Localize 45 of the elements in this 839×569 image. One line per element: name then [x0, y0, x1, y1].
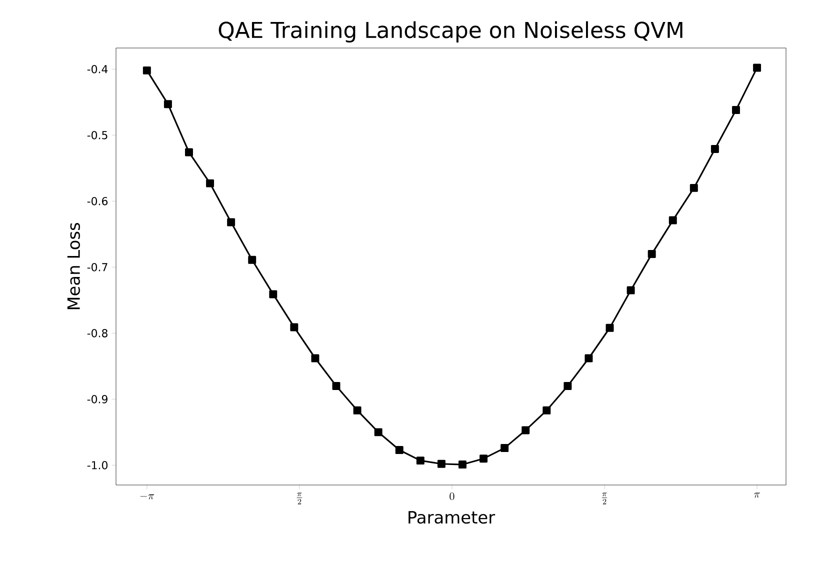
x-tick-label: $0$ — [450, 492, 454, 500]
point — [206, 179, 214, 188]
point — [480, 454, 488, 463]
point — [542, 406, 551, 414]
point — [311, 354, 320, 362]
point — [500, 444, 509, 452]
point — [584, 354, 593, 362]
point — [648, 250, 656, 258]
y-axis-title: Mean Loss — [67, 222, 80, 310]
point — [227, 218, 236, 226]
point — [437, 460, 446, 468]
point — [606, 324, 614, 332]
y-tick-label: -1.0 — [87, 461, 108, 470]
point — [332, 382, 340, 390]
point — [395, 446, 404, 454]
x-tick-label: $\pi$ — [754, 492, 760, 498]
x-tick-label: $\frac{\pi}{2}$ — [602, 492, 608, 504]
y-tick-label: -0.5 — [87, 130, 108, 140]
point — [248, 256, 256, 264]
point — [374, 428, 382, 436]
point — [269, 290, 278, 298]
x-tick-label: $\frac{\pi}{2}$ — [296, 492, 302, 504]
y-tick-label: -0.6 — [87, 197, 108, 206]
point — [164, 100, 172, 108]
point — [690, 184, 698, 192]
point — [458, 460, 466, 469]
point — [668, 216, 677, 224]
y-tick-label: -0.7 — [87, 263, 108, 272]
point — [290, 323, 298, 332]
y-tick-label: -0.9 — [87, 395, 108, 404]
y-tick-label: -0.8 — [87, 329, 108, 338]
point — [416, 456, 424, 465]
point — [710, 145, 719, 153]
x-axis-title: Parameter — [408, 511, 496, 524]
point — [353, 406, 362, 414]
point — [142, 66, 151, 74]
point — [732, 106, 740, 114]
point — [564, 382, 572, 390]
chart-title: QAE Training Landscape on Noiseless QVM — [218, 21, 682, 42]
point — [522, 426, 530, 434]
point — [626, 286, 635, 294]
x-tick-label: $-\pi$ — [140, 494, 154, 500]
y-tick-label: -0.4 — [87, 64, 108, 74]
point — [753, 64, 762, 72]
point — [185, 148, 193, 156]
